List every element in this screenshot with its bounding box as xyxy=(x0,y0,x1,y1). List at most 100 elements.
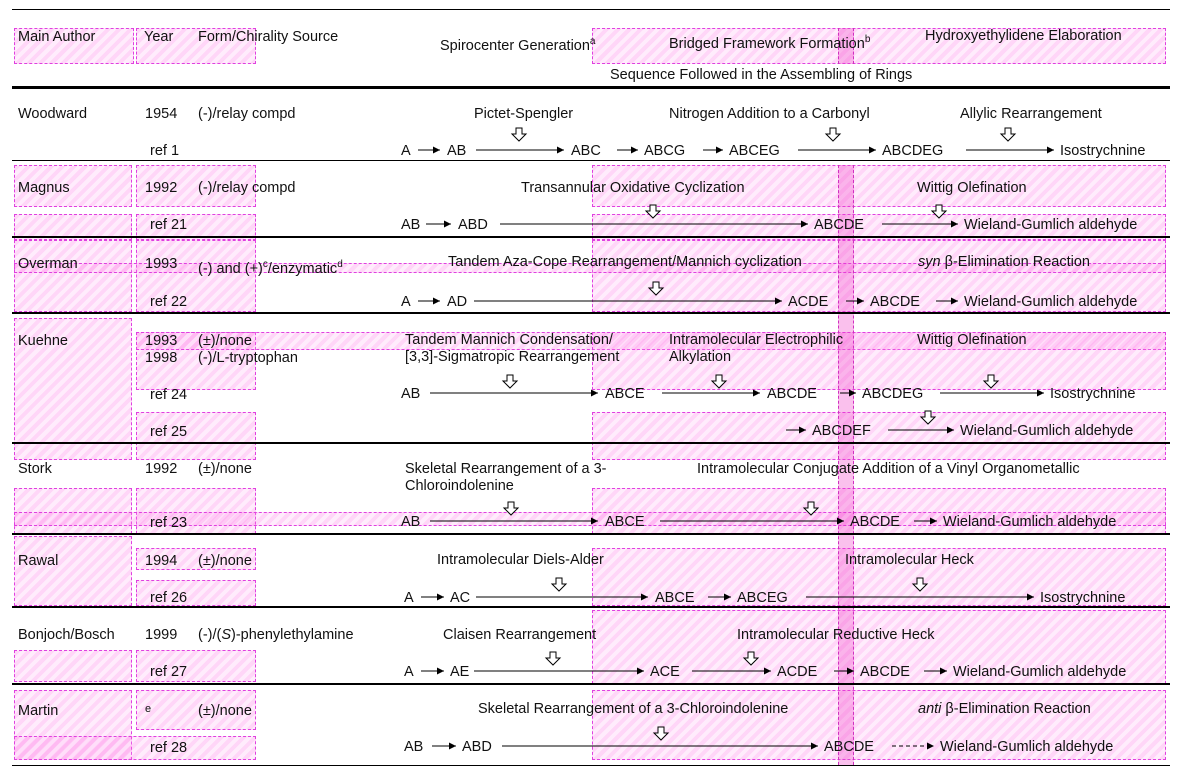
highlight-strip xyxy=(838,28,854,64)
header-sequence: Sequence Followed in the Assembling of R… xyxy=(610,67,913,83)
ref-stork: ref 23 xyxy=(150,515,188,531)
form-kuehne-2: (-)/L-tryptophan xyxy=(198,350,298,366)
seq-overman-1: AD xyxy=(447,294,468,310)
seq-magnus-3: Wieland-Gumlich aldehyde xyxy=(964,217,1138,233)
seq-woodward-6: Isostrychnine xyxy=(1060,143,1146,159)
table-rule xyxy=(12,236,1170,238)
table-rule xyxy=(12,765,1170,766)
down-arrow-icon xyxy=(802,501,820,516)
highlight-box xyxy=(592,548,1166,606)
seq24-kuehne-3: ABCDEG xyxy=(862,386,924,402)
seq-woodward-4: ABCEG xyxy=(729,143,780,159)
year-magnus: 1992 xyxy=(145,180,178,196)
seq-bonjoch-4: ABCDE xyxy=(860,664,910,680)
form-rawal: (±)/none xyxy=(198,553,252,569)
year-rawal: 1994 xyxy=(145,553,178,569)
highlight-box xyxy=(14,318,132,460)
highlight-strip xyxy=(838,165,854,765)
step-stork-2: Intramolecular Conjugate Addition of a V… xyxy=(697,461,1080,477)
seq-magnus-0: AB xyxy=(401,217,421,233)
down-arrow-icon xyxy=(911,577,929,592)
header-year: Year xyxy=(144,29,174,45)
seq-overman-0: A xyxy=(401,294,411,310)
year-overman: 1993 xyxy=(145,256,178,272)
table-rule xyxy=(12,160,1170,161)
step-woodward-2: Nitrogen Addition to a Carbonyl xyxy=(669,106,870,122)
highlight-box xyxy=(592,214,1166,240)
down-arrow-icon xyxy=(930,204,948,219)
highlight-box xyxy=(136,412,256,460)
form-stork: (±)/none xyxy=(198,461,252,477)
step-woodward-1: Pictet-Spengler xyxy=(474,106,574,122)
form-woodward: (-)/relay compd xyxy=(198,106,296,122)
ref-bonjoch: ref 27 xyxy=(150,664,188,680)
step-kuehne-3: Wittig Olefination xyxy=(917,332,1027,348)
header-spirocenter: Spirocenter Generationa xyxy=(440,36,596,54)
seq-overman-2: ACDE xyxy=(788,294,829,310)
seq-stork-0: AB xyxy=(401,514,421,530)
highlight-box xyxy=(14,536,132,606)
down-arrow-icon xyxy=(644,204,662,219)
seq24-kuehne-0: AB xyxy=(401,386,421,402)
step-stork-1a: Skeletal Rearrangement of a 3- xyxy=(405,461,607,477)
step-magnus-1: Transannular Oxidative Cyclization xyxy=(521,180,745,196)
highlight-box xyxy=(14,28,134,64)
step-bonjoch-2: Intramolecular Reductive Heck xyxy=(737,627,935,643)
table-rule xyxy=(12,683,1170,685)
seq-rawal-4: Isostrychnine xyxy=(1040,590,1126,606)
table-rule xyxy=(12,86,1170,89)
year-martin: e xyxy=(145,703,152,715)
seq-martin-2: ABCDE xyxy=(824,739,874,755)
down-arrow-icon xyxy=(999,127,1017,142)
seq-martin-3: Wieland-Gumlich aldehyde xyxy=(940,739,1114,755)
highlight-box xyxy=(136,548,256,570)
header-bridged: Bridged Framework Formationb xyxy=(669,34,871,52)
step-kuehne-2b: Alkylation xyxy=(669,349,732,365)
highlight-box xyxy=(592,690,1166,760)
year-kuehne-2: 1998 xyxy=(145,350,178,366)
author-stork: Stork xyxy=(18,461,52,477)
highlight-box xyxy=(14,263,1166,273)
seq-martin-0: AB xyxy=(404,739,424,755)
highlight-box xyxy=(14,165,132,207)
table-rule xyxy=(12,312,1170,314)
ref-kuehne-24: ref 24 xyxy=(150,387,188,403)
author-martin: Martin xyxy=(18,703,59,719)
year-stork: 1992 xyxy=(145,461,178,477)
seq-martin-1: ABD xyxy=(462,739,492,755)
highlight-box xyxy=(592,240,1166,312)
seq-woodward-2: ABC xyxy=(571,143,601,159)
seq-overman-4: Wieland-Gumlich aldehyde xyxy=(964,294,1138,310)
author-bonjoch: Bonjoch/Bosch xyxy=(18,627,115,643)
seq-stork-1: ABCE xyxy=(605,514,645,530)
step-stork-1b: Chloroindolenine xyxy=(405,478,514,494)
ref-woodward: ref 1 xyxy=(150,143,180,159)
header-hydroxy: Hydroxyethylidene Elaboration xyxy=(925,28,1122,44)
step-woodward-3: Allylic Rearrangement xyxy=(960,106,1102,122)
highlight-box xyxy=(136,488,256,534)
highlight-box xyxy=(14,650,132,682)
table-rule xyxy=(12,442,1170,444)
step-martin-2: anti β-Elimination Reaction xyxy=(918,701,1091,717)
form-magnus: (-)/relay compd xyxy=(198,180,296,196)
highlight-box xyxy=(592,28,1166,64)
down-arrow-icon xyxy=(550,577,568,592)
header-form: Form/Chirality Source xyxy=(198,29,339,45)
header-author: Main Author xyxy=(18,29,96,45)
seq-bonjoch-0: A xyxy=(404,664,414,680)
form-bonjoch: (-)/(S)-phenylethylamine xyxy=(198,627,354,643)
step-rawal-2: Intramolecular Heck xyxy=(845,552,974,568)
seq-bonjoch-2: ACE xyxy=(650,664,680,680)
highlight-box xyxy=(136,240,256,312)
step-bonjoch-1: Claisen Rearrangement xyxy=(443,627,597,643)
seq-woodward-5: ABCDEG xyxy=(882,143,944,159)
form-martin: (±)/none xyxy=(198,703,252,719)
seq-overman-3: ABCDE xyxy=(870,294,920,310)
ref-rawal: ref 26 xyxy=(150,590,188,606)
seq24-kuehne-1: ABCE xyxy=(605,386,645,402)
down-arrow-icon xyxy=(742,651,760,666)
seq24-kuehne-4: Isostrychnine xyxy=(1050,386,1136,402)
down-arrow-icon xyxy=(919,410,937,425)
highlight-box xyxy=(14,214,132,240)
seq24-kuehne-2: ABCDE xyxy=(767,386,817,402)
